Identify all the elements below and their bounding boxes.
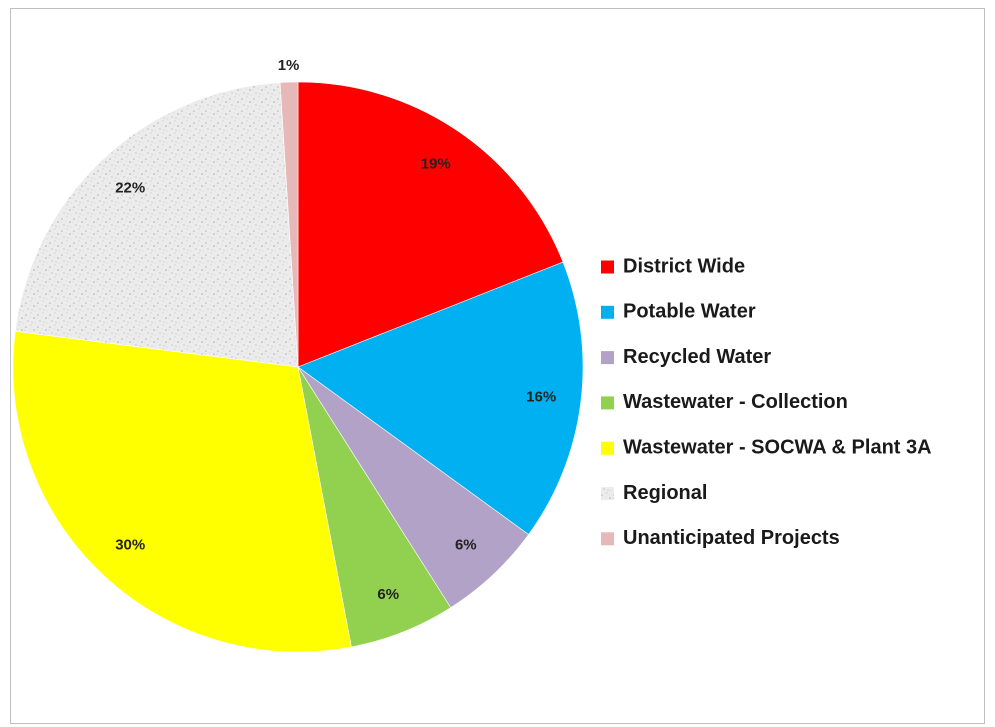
legend-swatch-recycled-water — [601, 351, 614, 365]
pie-slices — [12, 81, 584, 653]
slice-label-regional: 22% — [115, 179, 145, 196]
legend: District Wide Potable Water Recycled Water… — [601, 255, 932, 549]
legend-label-regional: Regional — [623, 482, 707, 504]
legend-label-potable-water: Potable Water — [623, 301, 756, 323]
slice-label-potable-water: 16% — [526, 389, 556, 406]
slice-label-wastewater-collection: 6% — [377, 586, 399, 603]
pie-slice-potable-water — [297, 261, 584, 535]
slice-label-recycled-water: 6% — [455, 537, 477, 554]
legend-swatch-wastewater-collection — [601, 396, 614, 410]
pie-slice-wastewater-socwa-and-plant-3a — [12, 330, 352, 653]
slice-label-unanticipated-projects: 1% — [278, 57, 300, 74]
legend-label-recycled-water: Recycled Water — [623, 346, 771, 368]
slice-label-district-wide: 19% — [421, 155, 451, 172]
legend-swatch-unanticipated-projects — [601, 532, 614, 546]
legend-swatch-wastewater-socwa-and-plant-3a — [601, 441, 614, 455]
slice-label-wastewater-socwa-and-plant-3a: 30% — [115, 537, 145, 554]
legend-swatch-potable-water — [601, 305, 614, 319]
legend-swatch-district-wide — [601, 260, 614, 274]
legend-swatch-regional — [601, 487, 614, 500]
pie-slice-district-wide — [297, 81, 564, 368]
legend-label-district-wide: District Wide — [623, 255, 745, 277]
legend-label-unanticipated-projects: Unanticipated Projects — [623, 527, 840, 549]
pie-labels: 19% 16% 6% 6% 30% 22% 1% — [115, 57, 556, 603]
pie-slice-unanticipated-projects — [279, 81, 299, 368]
legend-label-wastewater-socwa-and-plant-3a: Wastewater - SOCWA & Plant 3A — [623, 436, 932, 458]
pie-slice-regional — [14, 82, 299, 368]
legend-label-wastewater-collection: Wastewater - Collection — [623, 391, 848, 413]
